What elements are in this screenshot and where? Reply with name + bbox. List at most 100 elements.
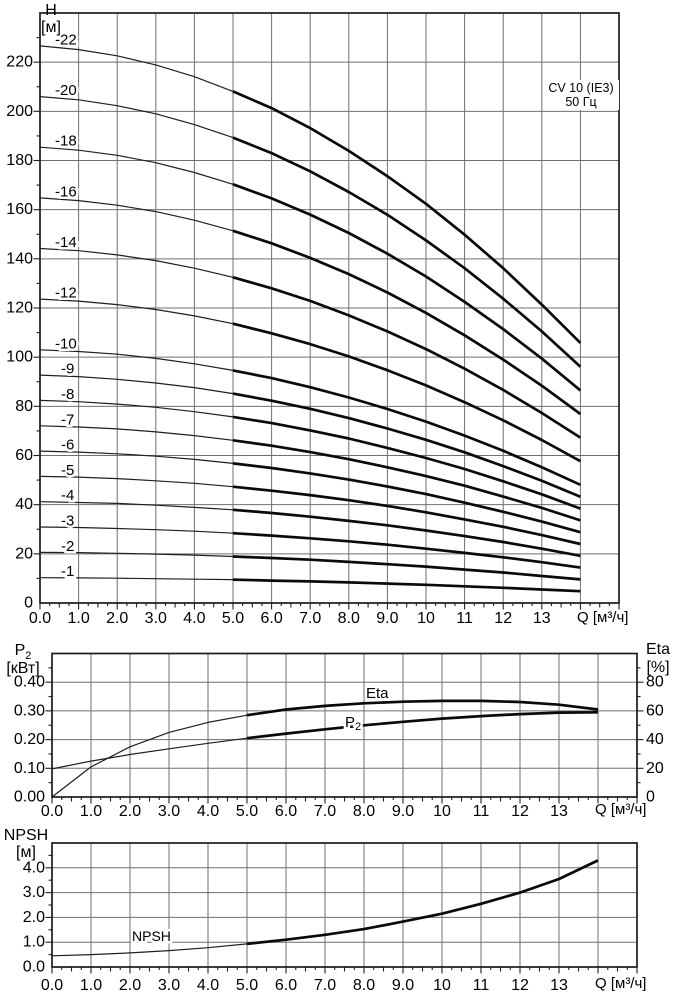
svg-text:0.0: 0.0 xyxy=(23,959,45,976)
svg-text:20: 20 xyxy=(646,760,664,777)
curve-7 xyxy=(39,425,581,522)
svg-text:2.0: 2.0 xyxy=(106,610,128,627)
svg-text:12: 12 xyxy=(494,610,512,627)
svg-text:3.0: 3.0 xyxy=(23,884,45,901)
svg-text:80: 80 xyxy=(15,398,33,415)
svg-text:8.0: 8.0 xyxy=(353,803,375,820)
head-axis-title: H xyxy=(45,2,57,19)
svg-text:10: 10 xyxy=(433,977,451,994)
svg-text:-4: -4 xyxy=(61,487,74,504)
svg-text:0.40: 0.40 xyxy=(14,674,45,691)
curve-3 xyxy=(39,526,581,569)
svg-text:40: 40 xyxy=(646,731,664,748)
svg-text:9.0: 9.0 xyxy=(376,610,398,627)
svg-text:-5: -5 xyxy=(61,462,74,479)
svg-text:-3: -3 xyxy=(61,513,74,530)
svg-text:5.0: 5.0 xyxy=(222,610,244,627)
svg-text:9.0: 9.0 xyxy=(392,977,414,994)
svg-text:3.0: 3.0 xyxy=(158,977,180,994)
svg-text:2.0: 2.0 xyxy=(119,977,141,994)
curveP2 xyxy=(51,710,599,770)
svg-text:60: 60 xyxy=(15,447,33,464)
svg-text:2.0: 2.0 xyxy=(23,909,45,926)
curve-14 xyxy=(39,247,582,439)
pump-model-annotation: CV 10 (IE3) 50 Гц xyxy=(543,80,619,110)
head-curves-grid xyxy=(40,13,619,603)
svg-text:P2: P2 xyxy=(345,714,361,733)
svg-text:-8: -8 xyxy=(61,386,74,403)
svg-text:12: 12 xyxy=(511,977,529,994)
svg-text:13: 13 xyxy=(550,803,568,820)
curve-10 xyxy=(39,349,581,487)
svg-text:5.0: 5.0 xyxy=(236,977,258,994)
power-and-efficiency-ticks xyxy=(45,667,644,804)
svg-text:13: 13 xyxy=(533,610,551,627)
svg-text:80: 80 xyxy=(646,674,664,691)
head-axis-unit: [м] xyxy=(41,19,61,36)
curve-8 xyxy=(39,399,581,510)
curve-20 xyxy=(39,96,582,368)
svg-text:6.0: 6.0 xyxy=(275,977,297,994)
svg-text:11: 11 xyxy=(456,610,473,627)
head-x-axis-title: Q [м³/ч] xyxy=(577,609,629,626)
head-curves-chart: 0.0 1.0 2.0 3.0 4.0 5.0 6.0 7.0 8.0 9.0 10 11 12 13 0 2… xyxy=(6,12,620,627)
svg-text:NPSH: NPSH xyxy=(132,928,171,944)
power-subscript: 2 xyxy=(25,650,32,663)
head-curves-curve-labels: -22 -20 -18 -16 -14 -12 -10 -9 -8 -7 -6 -5 -4 -3 -2 -1 xyxy=(53,29,80,583)
head-curves-x-tick-labels: 0.0 1.0 2.0 3.0 4.0 5.0 6.0 7.0 8.0 9.0 10 11 12 13 xyxy=(29,610,551,627)
svg-text:-6: -6 xyxy=(61,437,74,454)
frequency-label: 50 Гц xyxy=(565,95,597,109)
svg-text:7.0: 7.0 xyxy=(314,803,336,820)
svg-text:10: 10 xyxy=(433,803,451,820)
curve-6 xyxy=(39,450,581,534)
svg-text:-2: -2 xyxy=(61,538,74,555)
curve-16 xyxy=(39,197,582,416)
power-axis-unit: [кВт] xyxy=(6,660,40,677)
svg-text:7.0: 7.0 xyxy=(314,977,336,994)
pump-model-label: CV 10 (IE3) xyxy=(548,81,614,95)
svg-text:40: 40 xyxy=(15,496,33,513)
power-x-axis-title: Q [м³/ч] xyxy=(595,801,647,818)
svg-text:2.0: 2.0 xyxy=(119,803,141,820)
svg-text:0: 0 xyxy=(24,595,33,612)
npsh-y-tick-labels: 0.0 1.0 2.0 3.0 4.0 xyxy=(23,859,45,975)
npsh-ticks xyxy=(45,854,638,974)
svg-text:220: 220 xyxy=(6,54,33,71)
svg-text:13: 13 xyxy=(550,977,568,994)
svg-text:11: 11 xyxy=(473,977,490,994)
svg-text:-18: -18 xyxy=(55,133,77,150)
svg-text:3.0: 3.0 xyxy=(145,610,167,627)
svg-text:10: 10 xyxy=(417,610,435,627)
svg-text:4.0: 4.0 xyxy=(197,803,219,820)
svg-text:4.0: 4.0 xyxy=(23,859,45,876)
curve-18 xyxy=(39,146,582,392)
svg-text:0.30: 0.30 xyxy=(14,702,45,719)
svg-text:-12: -12 xyxy=(55,285,77,302)
npsh-chart: 0.0 1.0 2.0 3.0 4.0 5.0 6.0 7.0 8.0 9.0 10 11 12 130.… xyxy=(23,842,638,994)
npsh-x-tick-labels: 0.0 1.0 2.0 3.0 4.0 5.0 6.0 7.0 8.0 9.0 10 11 12 13 xyxy=(41,977,568,994)
svg-text:160: 160 xyxy=(6,201,33,218)
svg-text:0.0: 0.0 xyxy=(29,610,51,627)
svg-text:-22: -22 xyxy=(55,31,77,48)
svg-text:-20: -20 xyxy=(55,82,77,99)
npsh-axis-title: NPSH xyxy=(3,827,49,844)
head-curves-plot-border xyxy=(39,12,620,604)
svg-text:8.0: 8.0 xyxy=(338,610,360,627)
svg-text:0.20: 0.20 xyxy=(14,731,45,748)
curve-1 xyxy=(39,577,581,593)
power-and-efficiency-plot-border xyxy=(51,652,638,798)
svg-text:4.0: 4.0 xyxy=(197,977,219,994)
npsh-x-axis-title: Q [м³/ч] xyxy=(595,975,647,992)
npsh-axis-unit: [м] xyxy=(16,844,36,861)
curve-4 xyxy=(39,501,581,558)
svg-text:1.0: 1.0 xyxy=(23,934,45,951)
power-and-efficiency-x-tick-labels: 0.0 1.0 2.0 3.0 4.0 5.0 6.0 7.0 8.0 9.0 10 11 12 13 xyxy=(41,803,568,820)
svg-text:0: 0 xyxy=(646,789,655,806)
npsh-plot-border xyxy=(51,842,638,968)
power-and-efficiency-y-tick-labels: 0.00 0.10 0.20 0.30 0.40 xyxy=(14,674,45,806)
eta-axis-title: Eta xyxy=(645,641,670,658)
npsh-grid xyxy=(52,843,637,967)
svg-text:20: 20 xyxy=(15,545,33,562)
svg-text:3.0: 3.0 xyxy=(158,803,180,820)
